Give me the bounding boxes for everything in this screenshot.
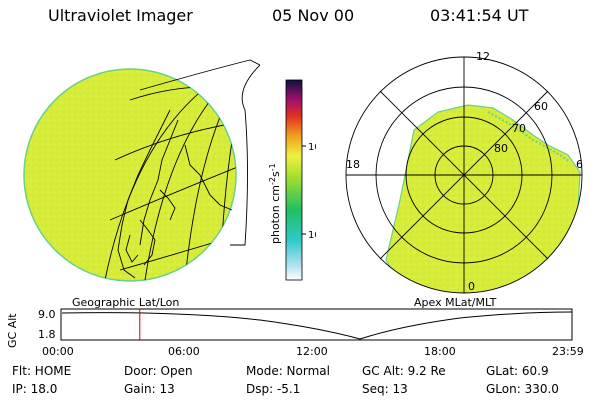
date-label: 05 Nov 00: [272, 6, 355, 25]
alt-tick-low: 1.8: [38, 328, 56, 341]
status-dsp: Dsp: -5.1: [246, 382, 301, 396]
polar-plot: 12 18 6 0 60 70 80: [345, 50, 583, 294]
altitude-curve: [61, 311, 573, 340]
auroral-emission: [385, 104, 581, 293]
mlt-label-12: 12: [476, 50, 490, 63]
status-door: Door: Open: [124, 364, 193, 378]
status-glon: GLon: 330.0: [486, 382, 559, 396]
geographic-image: [23, 59, 260, 282]
status-gc-alt: GC Alt: 9.2 Re: [362, 364, 446, 378]
lat-label-60: 60: [534, 100, 548, 113]
lat-label-80: 80: [494, 142, 508, 155]
status-seq: Seq: 13: [362, 382, 408, 396]
colorbar-gradient: [285, 79, 303, 281]
coastline: [117, 109, 233, 279]
colorbar-unit-label: photon cm-2s-1: [268, 163, 282, 244]
time-tick-2359: 23:59: [552, 345, 584, 358]
mlt-label-0: 0: [468, 280, 475, 293]
earth-disk: [23, 68, 237, 282]
status-flt: Flt: HOME: [12, 364, 72, 378]
mlt-label-18: 18: [346, 158, 360, 171]
timeline-frame: [60, 308, 573, 341]
polar-grid: [345, 56, 583, 294]
time-tick-0000: 00:00: [42, 345, 74, 358]
status-gain: Gain: 13: [124, 382, 175, 396]
lat-label-70: 70: [512, 122, 526, 135]
polar-panel-label: Apex MLat/MLT: [414, 296, 497, 309]
time-tick-1800: 18:00: [424, 345, 456, 358]
mlt-label-6: 6: [576, 158, 583, 171]
status-mode: Mode: Normal: [246, 364, 330, 378]
status-ip: IP: 18.0: [12, 382, 58, 396]
limb-outline: [139, 59, 260, 246]
altitude-timeline: [60, 308, 573, 341]
colorbar: 100 10 photon cm-2s-1: [268, 79, 316, 281]
instrument-title: Ultraviolet Imager: [48, 6, 193, 25]
status-glat: GLat: 60.9: [486, 364, 549, 378]
time-tick-0600: 06:00: [168, 345, 200, 358]
time-label: 03:41:54 UT: [430, 6, 529, 25]
alt-tick-high: 9.0: [38, 308, 56, 321]
colorbar-tick-10: 10: [308, 230, 316, 241]
colorbar-tick-100: 100: [308, 142, 316, 153]
altitude-axis-label: GC Alt: [6, 313, 19, 348]
time-tick-1200: 12:00: [296, 345, 328, 358]
geo-panel-label: Geographic Lat/Lon: [72, 296, 180, 309]
